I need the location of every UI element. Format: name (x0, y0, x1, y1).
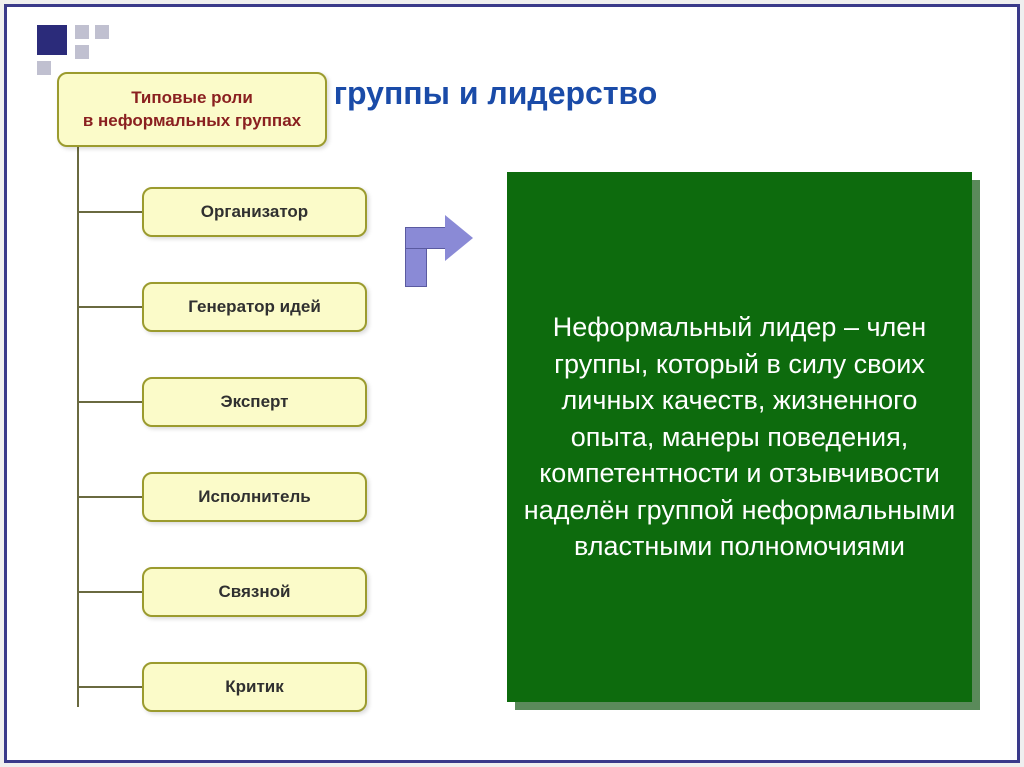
definition-box: Неформальный лидер – член группы, которы… (507, 172, 972, 702)
tree-child: Организатор (142, 187, 367, 237)
tree-root: Типовые роли в неформальных группах (57, 72, 327, 147)
tree-root-label: Типовые роли в неформальных группах (83, 87, 301, 131)
tree-child-label: Связной (219, 582, 291, 602)
slide-title: е группы и лидерство (307, 75, 657, 112)
corner-decoration (37, 25, 109, 75)
tree-branch-row: Исполнитель (77, 472, 367, 522)
tree-child-label: Генератор идей (188, 297, 321, 317)
tree-branch (77, 401, 142, 403)
deco-square (95, 25, 109, 39)
slide-frame: е группы и лидерство Типовые роли в нефо… (4, 4, 1020, 763)
tree-branch (77, 211, 142, 213)
tree-child: Эксперт (142, 377, 367, 427)
tree-branch (77, 591, 142, 593)
tree-branch (77, 306, 142, 308)
definition-text: Неформальный лидер – член группы, которы… (521, 309, 958, 564)
tree-branch-row: Генератор идей (77, 282, 367, 332)
tree-child-label: Организатор (201, 202, 308, 222)
tree-branch (77, 496, 142, 498)
deco-square (37, 25, 67, 55)
deco-square (75, 25, 89, 39)
tree-child-label: Критик (225, 677, 284, 697)
tree-child: Критик (142, 662, 367, 712)
arrow-icon (387, 197, 467, 287)
deco-square (75, 45, 89, 59)
tree-branch-row: Связной (77, 567, 367, 617)
tree-branch-row: Организатор (77, 187, 367, 237)
deco-square (37, 61, 51, 75)
tree-child-label: Исполнитель (198, 487, 310, 507)
tree-branch-row: Эксперт (77, 377, 367, 427)
tree-child: Исполнитель (142, 472, 367, 522)
tree-child: Генератор идей (142, 282, 367, 332)
tree-branch-row: Критик (77, 662, 367, 712)
tree-branch (77, 686, 142, 688)
tree-child: Связной (142, 567, 367, 617)
tree-child-label: Эксперт (220, 392, 288, 412)
